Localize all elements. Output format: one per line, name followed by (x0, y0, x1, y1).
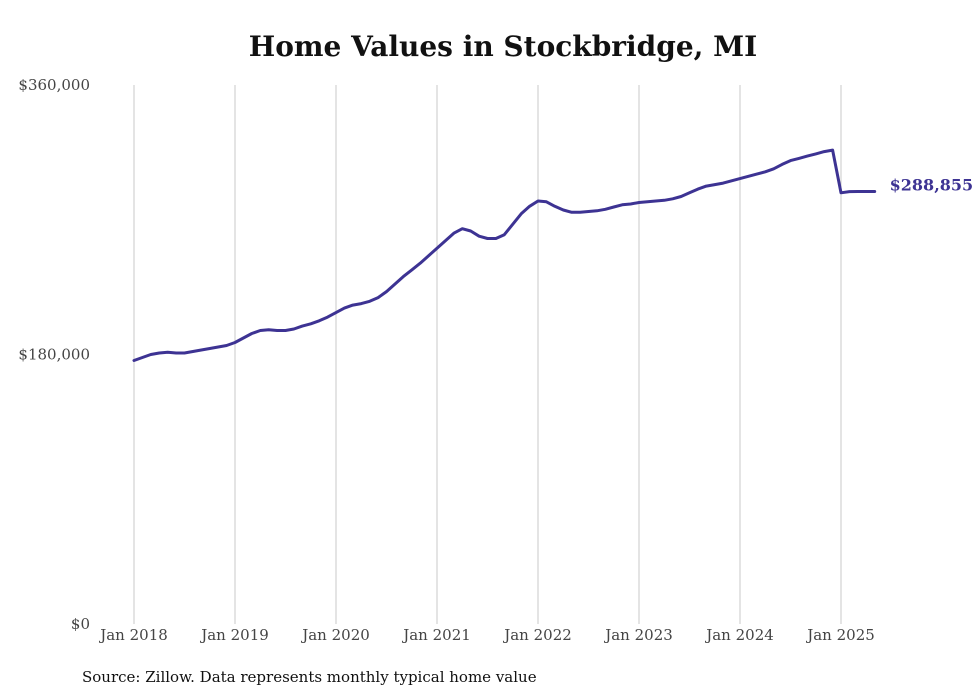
x-tick-label: Jan 2020 (300, 626, 370, 644)
x-tick-label: Jan 2023 (603, 626, 673, 644)
end-value-label: $288,855 (890, 176, 974, 195)
series-line (132, 148, 877, 362)
y-tick-label: $180,000 (18, 346, 90, 364)
x-axis-tick-labels: Jan 2018 Jan 2019 Jan 2020 Jan 2021 Jan 2022… (98, 626, 875, 644)
x-tick-label: Jan 2018 (98, 626, 168, 644)
x-tick-label: Jan 2025 (805, 626, 875, 644)
x-tick-label: Jan 2021 (401, 626, 471, 644)
chart-title: Home Values in Stockbridge, MI (248, 30, 758, 63)
x-tick-label: Jan 2019 (199, 626, 269, 644)
y-axis-tick-labels: $0 $180,000 $360,000 (18, 76, 90, 633)
x-tick-label: Jan 2022 (502, 626, 572, 644)
y-tick-label: $0 (71, 615, 90, 633)
x-tick-label: Jan 2024 (704, 626, 774, 644)
vertical-gridlines (133, 85, 842, 624)
y-tick-label: $360,000 (18, 76, 90, 94)
series-layer: $288,855 (132, 148, 974, 362)
source-note: Source: Zillow. Data represents monthly … (82, 668, 537, 686)
